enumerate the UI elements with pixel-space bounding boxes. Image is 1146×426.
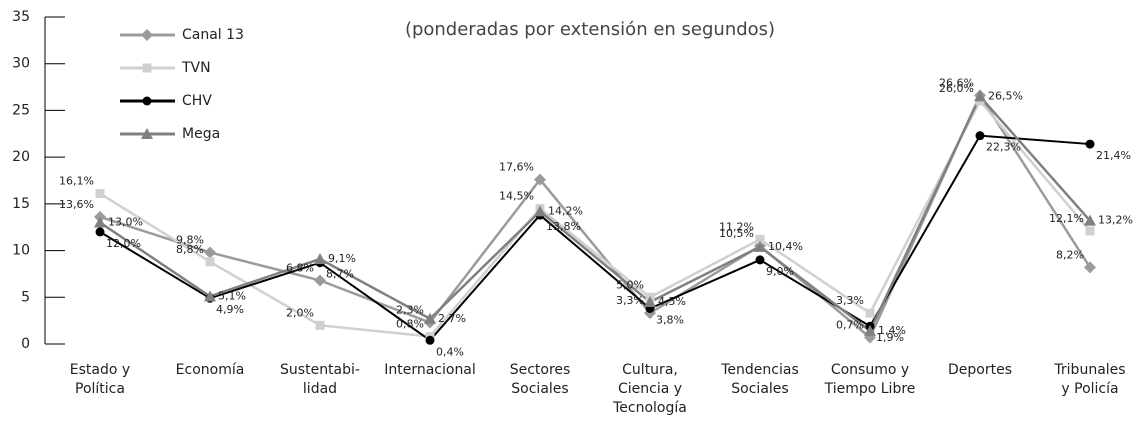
data-label: 13,2% (1098, 214, 1133, 227)
series-line (99, 94, 1091, 333)
data-label: 1,9% (876, 331, 904, 344)
data-point (534, 173, 546, 186)
y-tick-label: 10 (12, 243, 30, 259)
y-tick-label: 30 (12, 56, 30, 72)
data-point (204, 290, 216, 302)
data-point (1084, 214, 1096, 226)
data-label: 17,6% (499, 161, 534, 174)
data-label: 5,1% (218, 289, 246, 302)
data-label: 9,1% (328, 252, 356, 265)
data-point (1084, 261, 1096, 274)
x-tick-label: Tribunales y Policía (1053, 362, 1125, 397)
y-tick-label: 20 (12, 149, 30, 165)
y-tick-label: 25 (12, 102, 30, 118)
data-label: 22,3% (986, 141, 1021, 154)
data-label: 6,8% (286, 261, 314, 274)
data-point (204, 246, 216, 259)
data-label: 0,8% (396, 318, 424, 331)
data-point (975, 131, 985, 141)
legend-marker (142, 63, 152, 73)
data-point (644, 295, 656, 307)
data-point (755, 255, 765, 265)
series-line (99, 92, 1092, 340)
data-label: 12,1% (1049, 212, 1084, 225)
data-label: 1,4% (878, 324, 906, 337)
data-point (424, 312, 436, 324)
data-point (425, 335, 435, 345)
legend-label: TVN (181, 60, 211, 76)
data-label: 10,5% (719, 227, 754, 240)
data-label: 21,4% (1096, 149, 1131, 162)
data-label: 26,6% (939, 76, 974, 89)
data-label: 3,3% (836, 294, 864, 307)
data-label: 26,5% (988, 89, 1023, 102)
x-tick-label: Internacional (384, 362, 476, 378)
data-label: 2,0% (286, 306, 314, 319)
data-label: 2,3% (396, 304, 424, 317)
data-point (1085, 226, 1095, 236)
legend-marker (141, 128, 153, 139)
data-label: 12,0% (106, 237, 141, 250)
x-tick-label: Sectores Sociales (510, 362, 571, 397)
legend-marker (141, 29, 153, 41)
data-point (974, 90, 986, 102)
data-label: 5,0% (616, 278, 644, 291)
data-label: 13,0% (108, 216, 143, 229)
x-tick-label: Tendencias Sociales (720, 362, 799, 397)
data-label: 9,8% (176, 233, 204, 246)
series-line (99, 134, 1091, 342)
x-tick-label: Consumo y Tiempo Libre (824, 362, 916, 397)
x-tick-label: Sustentabi-lidad (280, 362, 360, 397)
data-label: 13,6% (59, 198, 94, 211)
legend-label: CHV (182, 93, 212, 109)
data-label: 14,2% (548, 204, 583, 217)
data-label: 16,1% (59, 175, 94, 188)
data-point (94, 216, 106, 228)
data-point (754, 240, 766, 252)
data-label: 10,4% (768, 240, 803, 253)
data-point (314, 252, 326, 264)
data-label: 2,7% (438, 312, 466, 325)
x-tick-label: Deportes (948, 362, 1012, 378)
data-label: 4,9% (216, 303, 244, 316)
data-label: 0,4% (436, 345, 464, 358)
data-point (534, 205, 546, 217)
y-tick-label: 0 (21, 336, 30, 352)
data-label: 8,7% (326, 268, 354, 281)
data-label: 8,2% (1056, 248, 1084, 261)
data-point (314, 274, 326, 287)
data-label: 13,8% (546, 220, 581, 233)
data-label: 14,5% (499, 190, 534, 203)
series-line (99, 98, 1091, 338)
chart-title: (ponderadas por extensión en segundos) (405, 19, 775, 40)
data-point (864, 324, 876, 336)
data-point (315, 320, 325, 330)
data-label: 26,0% (939, 82, 974, 95)
legend-label: Canal 13 (182, 27, 244, 43)
y-tick-label: 15 (12, 196, 30, 212)
legend-label: Mega (182, 126, 220, 142)
data-point (95, 189, 105, 199)
data-point (865, 308, 875, 318)
x-tick-label: Cultura, Ciencia y Tecnología (612, 362, 687, 416)
data-point (755, 234, 765, 244)
data-label: 0,7% (836, 318, 864, 331)
data-label: 3,3% (616, 294, 644, 307)
data-label: 3,8% (656, 313, 684, 326)
y-tick-label: 5 (21, 289, 30, 305)
x-tick-label: Estado y Política (70, 362, 130, 397)
x-tick-label: Economía (176, 362, 245, 378)
y-tick-label: 35 (12, 9, 30, 25)
data-label: 9,0% (766, 265, 794, 278)
data-point (205, 257, 215, 267)
data-point (95, 227, 105, 237)
data-label: 4,5% (658, 295, 686, 308)
data-label: 11,2% (719, 220, 754, 233)
data-point (1085, 139, 1095, 149)
data-label: 8,8% (176, 243, 204, 256)
legend-marker (142, 96, 152, 106)
